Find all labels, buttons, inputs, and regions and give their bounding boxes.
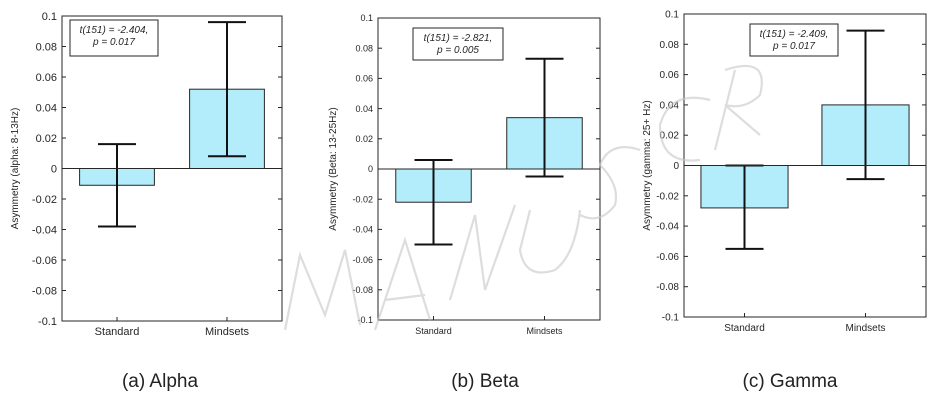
y-tick-label: 0.02 <box>36 133 57 145</box>
stats-annotation-line: t(151) = -2.821, <box>424 33 493 44</box>
caption-alpha: (a) Alpha <box>121 371 199 392</box>
stats-annotation-line: t(151) = -2.409, <box>760 29 829 40</box>
y-axis-label: Asymmetry (gamma: 25+ Hz) <box>642 100 653 230</box>
x-tick-label: Standard <box>95 326 140 338</box>
y-axis-label: Asymmetry (alpha: 8-13Hz) <box>10 108 21 230</box>
y-tick-label: -0.04 <box>656 222 679 233</box>
y-axis-label: Asymmetry (Beta: 13-25Hz) <box>328 107 339 230</box>
y-tick-label: 0.04 <box>660 100 680 111</box>
y-tick-label: -0.1 <box>357 315 373 325</box>
caption-beta: (b) Beta <box>451 371 519 392</box>
y-tick-label: 0 <box>368 164 373 174</box>
y-tick-label: -0.1 <box>38 316 57 328</box>
y-tick-label: -0.04 <box>352 225 373 235</box>
y-tick-label: -0.08 <box>656 282 679 293</box>
stats-annotation-line: p = 0.017 <box>772 41 815 52</box>
y-tick-label: 0 <box>51 163 57 175</box>
x-tick-label: Mindsets <box>526 326 563 336</box>
x-tick-label: Standard <box>724 323 765 334</box>
y-tick-label: 0.1 <box>42 11 57 23</box>
y-tick-label: -0.04 <box>32 224 57 236</box>
y-tick-label: 0.04 <box>355 104 373 114</box>
y-tick-label: 0.02 <box>355 134 373 144</box>
stats-annotation-box <box>69 19 159 57</box>
y-tick-label: 0.1 <box>360 13 373 23</box>
chart-panel-alpha: 0.1 0.08 0.06 0.04 0.02 0 -0.02 -0.04 -0.06 -0.08… <box>0 0 300 415</box>
y-tick-label: 0.02 <box>660 131 680 142</box>
caption-gamma: (c) Gamma <box>742 371 838 392</box>
y-tick-label: -0.02 <box>32 194 57 206</box>
y-tick-label: 0 <box>673 161 679 172</box>
chart-panel-gamma: 0.1 0.08 0.06 0.04 0.02 0 -0.02 -0.04 -0.06 -0.08… <box>640 0 940 415</box>
y-tick-label: -0.06 <box>32 255 57 267</box>
y-tick-label: -0.06 <box>656 252 679 263</box>
y-tick-label: -0.1 <box>662 313 680 324</box>
y-tick-label: -0.08 <box>32 285 57 297</box>
stats-annotation-box <box>749 23 839 57</box>
y-tick-label: 0.08 <box>355 43 373 53</box>
stats-annotation-line: p = 0.005 <box>436 45 479 56</box>
y-tick-label: 0.08 <box>660 40 680 51</box>
stats-annotation-line: p = 0.017 <box>92 37 135 48</box>
x-tick-label: Mindsets <box>845 323 885 334</box>
y-tick-label: 0.04 <box>36 102 57 114</box>
y-tick-label: 0.06 <box>36 72 57 84</box>
chart-svg-beta: 0.1 0.08 0.06 0.04 0.02 0 -0.02 -0.04 -0.06 -0.08… <box>328 13 601 336</box>
x-tick-label: Mindsets <box>205 326 250 338</box>
stats-annotation-line: t(151) = -2.404, <box>80 25 149 36</box>
y-tick-label: -0.06 <box>352 255 373 265</box>
y-tick-label: -0.02 <box>656 191 679 202</box>
chart-panel-beta: 0.1 0.08 0.06 0.04 0.02 0 -0.02 -0.04 -0.06 -0.08… <box>320 0 620 415</box>
chart-svg-gamma: 0.1 0.08 0.06 0.04 0.02 0 -0.02 -0.04 -0.06 -0.08… <box>642 10 927 334</box>
y-tick-label: 0.06 <box>660 70 680 81</box>
y-tick-label: -0.08 <box>352 285 373 295</box>
chart-svg-alpha: 0.1 0.08 0.06 0.04 0.02 0 -0.02 -0.04 -0.06 -0.08… <box>10 11 283 338</box>
stats-annotation-box <box>412 27 504 61</box>
x-tick-label: Standard <box>415 326 452 336</box>
y-tick-label: 0.08 <box>36 41 57 53</box>
y-tick-label: 0.06 <box>355 74 373 84</box>
y-tick-label: 0.1 <box>665 10 679 21</box>
y-tick-label: -0.02 <box>352 194 373 204</box>
